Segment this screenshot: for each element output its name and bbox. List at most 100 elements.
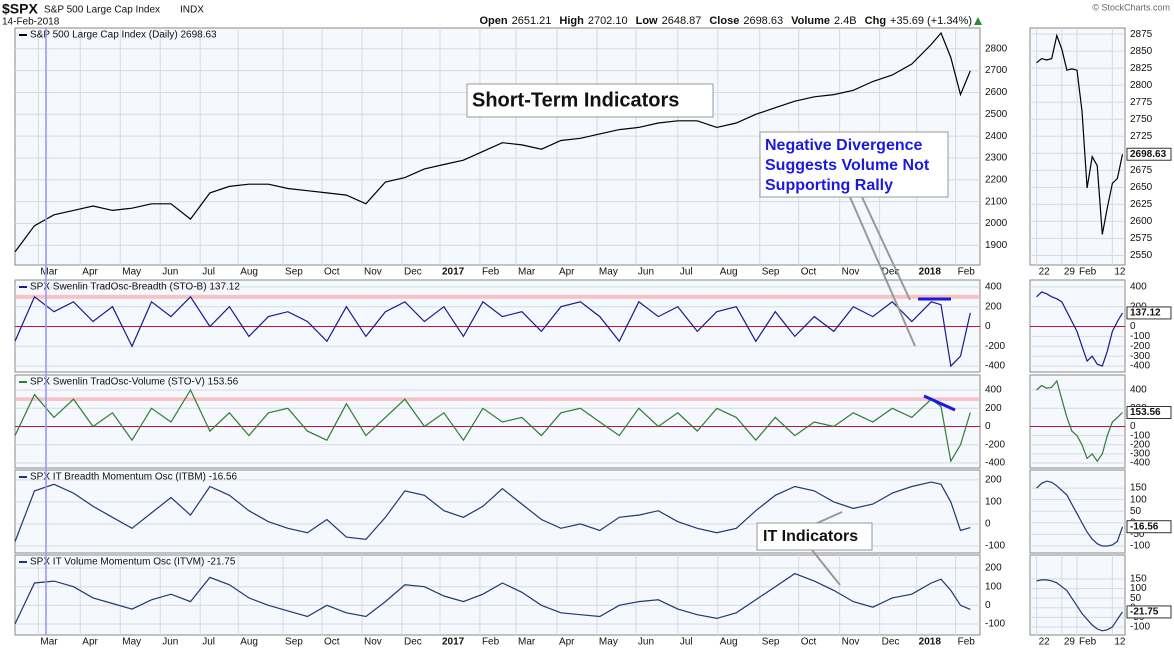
x-tick-label: Dec bbox=[882, 637, 900, 648]
value-box bbox=[1126, 147, 1172, 161]
value-box bbox=[1126, 605, 1172, 619]
series-line bbox=[14, 31, 971, 253]
x-tick-label: Sep bbox=[285, 267, 303, 278]
value-box bbox=[1126, 306, 1172, 320]
panel-bg bbox=[1029, 27, 1126, 266]
y-tick-label: -400 bbox=[985, 458, 1005, 469]
quote-row: Open 2651.21 High 2702.10 Low 2648.87 Close 269… bbox=[479, 15, 972, 27]
y-tick-label: 100 bbox=[985, 581, 1002, 592]
x-tick-label: Oct bbox=[801, 267, 817, 278]
y-tick-label: -100 bbox=[1130, 622, 1150, 633]
y-tick-label: 0 bbox=[985, 421, 991, 432]
credit: © StockCharts.com bbox=[1092, 2, 1170, 12]
arrow bbox=[811, 549, 841, 586]
y-tick-label: 2600 bbox=[1130, 216, 1153, 227]
y-tick-label: -100 bbox=[985, 541, 1005, 552]
x-tick-label: 22 bbox=[1039, 267, 1051, 278]
last-value: 2698.63 bbox=[1130, 149, 1167, 160]
x-tick-label: Jun bbox=[638, 637, 654, 648]
annotation: Supporting Rally bbox=[765, 177, 893, 194]
x-tick-label: 2017 bbox=[442, 267, 465, 278]
series-line bbox=[1036, 33, 1124, 235]
series-line bbox=[14, 388, 971, 463]
y-tick-label: 2725 bbox=[1130, 131, 1153, 142]
x-tick-label: Jun bbox=[638, 267, 654, 278]
y-tick-label: 1900 bbox=[985, 240, 1008, 251]
y-tick-label: -100 bbox=[1130, 430, 1150, 441]
y-tick-label: 2400 bbox=[985, 131, 1008, 142]
panel-bg bbox=[14, 374, 981, 469]
x-tick-label: Oct bbox=[324, 267, 340, 278]
x-tick-label: Nov bbox=[364, 267, 382, 278]
y-tick-label: -100 bbox=[1130, 541, 1150, 552]
up-arrow bbox=[974, 17, 982, 25]
x-tick-label: 12 bbox=[1114, 637, 1126, 648]
x-tick-label: Apr bbox=[82, 267, 98, 278]
y-tick-label: 150 bbox=[1130, 483, 1147, 494]
index-name: S&P 500 Large Cap Index bbox=[44, 5, 160, 16]
ref-band bbox=[15, 294, 980, 299]
y-tick-label: 2700 bbox=[985, 65, 1008, 76]
y-tick-label: -300 bbox=[1130, 351, 1150, 362]
quote-label: Volume bbox=[791, 15, 830, 27]
annotation: IT Indicators bbox=[763, 528, 858, 545]
y-tick-label: 2850 bbox=[1130, 46, 1153, 57]
y-tick-label: 2550 bbox=[1130, 250, 1153, 261]
y-tick-label: 0 bbox=[1130, 321, 1136, 332]
y-tick-label: -200 bbox=[1130, 439, 1150, 450]
annotation-box bbox=[756, 522, 873, 551]
x-tick-label: Dec bbox=[404, 267, 422, 278]
x-tick-label: May bbox=[122, 267, 141, 278]
y-tick-label: 200 bbox=[985, 475, 1002, 486]
y-tick-label: -50 bbox=[1130, 529, 1145, 540]
quote-value: 2.4B bbox=[834, 15, 857, 27]
panel-title: SPX IT Volume Momentum Osc (ITVM) -21.75 bbox=[30, 557, 236, 568]
x-tick-label: Jul bbox=[202, 637, 215, 648]
panel-title: SPX Swenlin TradOsc-Volume (STO-V) 153.5… bbox=[30, 377, 239, 388]
y-tick-label: 0 bbox=[1130, 421, 1136, 432]
y-tick-label: 0 bbox=[985, 519, 991, 530]
y-tick-label: -200 bbox=[985, 439, 1005, 450]
y-tick-label: 100 bbox=[1130, 583, 1147, 594]
x-tick-label: Jun bbox=[162, 267, 178, 278]
quote-value: 2651.21 bbox=[512, 15, 552, 27]
x-tick-label: Aug bbox=[240, 637, 258, 648]
quote-label: High bbox=[559, 15, 584, 27]
last-value: 137.12 bbox=[1130, 308, 1161, 319]
x-tick-label: Feb bbox=[482, 637, 500, 648]
arrow bbox=[814, 511, 843, 525]
x-tick-label: Feb bbox=[958, 267, 976, 278]
annotation-box bbox=[466, 83, 714, 118]
y-tick-label: 2800 bbox=[985, 43, 1008, 54]
y-tick-label: 50 bbox=[1130, 506, 1142, 517]
x-tick-label: Nov bbox=[364, 637, 382, 648]
x-tick-label: Apr bbox=[559, 637, 575, 648]
value-box bbox=[1126, 520, 1172, 534]
panel-title: SPX Swenlin TradOsc-Breadth (STO-B) 137.… bbox=[30, 282, 240, 293]
y-tick-label: 400 bbox=[985, 385, 1002, 396]
x-tick-label: Feb bbox=[482, 267, 500, 278]
y-tick-label: 200 bbox=[985, 563, 1002, 574]
annotation-box bbox=[759, 131, 949, 198]
x-tick-label: Mar bbox=[40, 637, 58, 648]
annotation: Negative Divergence bbox=[765, 137, 923, 154]
x-tick-label: Jul bbox=[680, 637, 693, 648]
y-tick-label: -400 bbox=[985, 361, 1005, 372]
series-line bbox=[14, 481, 971, 542]
y-tick-label: 2100 bbox=[985, 196, 1008, 207]
x-tick-label: Jul bbox=[680, 267, 693, 278]
series-line bbox=[14, 295, 971, 368]
x-tick-label: Mar bbox=[40, 267, 58, 278]
quote-label: Close bbox=[709, 15, 739, 27]
y-tick-label: 2625 bbox=[1130, 199, 1153, 210]
x-tick-label: 29 bbox=[1064, 267, 1076, 278]
quote-label: Chg bbox=[865, 15, 886, 27]
y-tick-label: 2575 bbox=[1130, 233, 1153, 244]
x-tick-label: Feb bbox=[958, 637, 976, 648]
x-tick-label: Jun bbox=[162, 637, 178, 648]
last-value: 153.56 bbox=[1130, 407, 1161, 418]
quote-label: Open bbox=[479, 15, 507, 27]
y-tick-label: 400 bbox=[1130, 282, 1147, 293]
series-line bbox=[1036, 579, 1123, 632]
